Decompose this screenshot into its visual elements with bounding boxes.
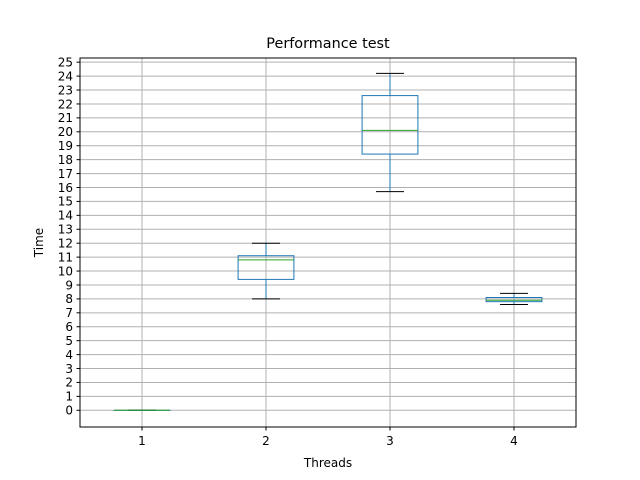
y-tick-label: 21 (58, 111, 73, 125)
y-tick-label: 22 (58, 97, 73, 111)
y-tick-label: 12 (58, 236, 73, 250)
box-2 (237, 242, 295, 300)
y-tick-label: 4 (65, 348, 73, 362)
y-tick-label: 17 (58, 167, 73, 181)
y-tick-label: 25 (58, 55, 73, 69)
x-tick-label: 3 (386, 434, 394, 448)
y-tick-label: 13 (58, 223, 73, 237)
y-tick-label: 16 (58, 181, 73, 195)
box-iqr (361, 95, 419, 155)
y-tick-label: 15 (58, 195, 73, 209)
y-tick-label: 24 (58, 69, 73, 83)
y-tick-label: 9 (65, 278, 73, 292)
y-tick-label: 5 (65, 334, 73, 348)
y-axis-ticks: 0123456789101112131415161718192021222324… (58, 55, 80, 418)
y-tick-label: 1 (65, 390, 73, 404)
y-tick-label: 2 (65, 376, 73, 390)
x-tick-label: 2 (262, 434, 270, 448)
box-3 (361, 72, 419, 193)
y-tick-label: 19 (58, 139, 73, 153)
box-iqr (485, 297, 543, 303)
plot-frame (79, 57, 577, 428)
boxes-group (113, 72, 543, 411)
x-axis-label: Threads (303, 456, 352, 470)
x-tick-label: 1 (138, 434, 146, 448)
y-tick-label: 11 (58, 250, 73, 264)
x-tick-label: 4 (510, 434, 518, 448)
y-tick-label: 20 (58, 125, 73, 139)
x-axis-ticks: 1 2 3 4 (138, 427, 518, 448)
chart-title: Performance test (266, 36, 390, 52)
y-tick-label: 8 (65, 292, 73, 306)
box-iqr (237, 255, 295, 280)
y-tick-label: 23 (58, 83, 73, 97)
y-tick-label: 7 (65, 306, 73, 320)
y-tick-label: 14 (58, 209, 73, 223)
y-tick-label: 6 (65, 320, 73, 334)
y-tick-label: 3 (65, 362, 73, 376)
y-tick-label: 18 (58, 153, 73, 167)
y-tick-label: 10 (58, 264, 73, 278)
grid-lines (80, 58, 576, 427)
y-axis-label: Time (32, 228, 46, 258)
box-4 (485, 292, 543, 305)
y-tick-label: 0 (65, 404, 73, 418)
